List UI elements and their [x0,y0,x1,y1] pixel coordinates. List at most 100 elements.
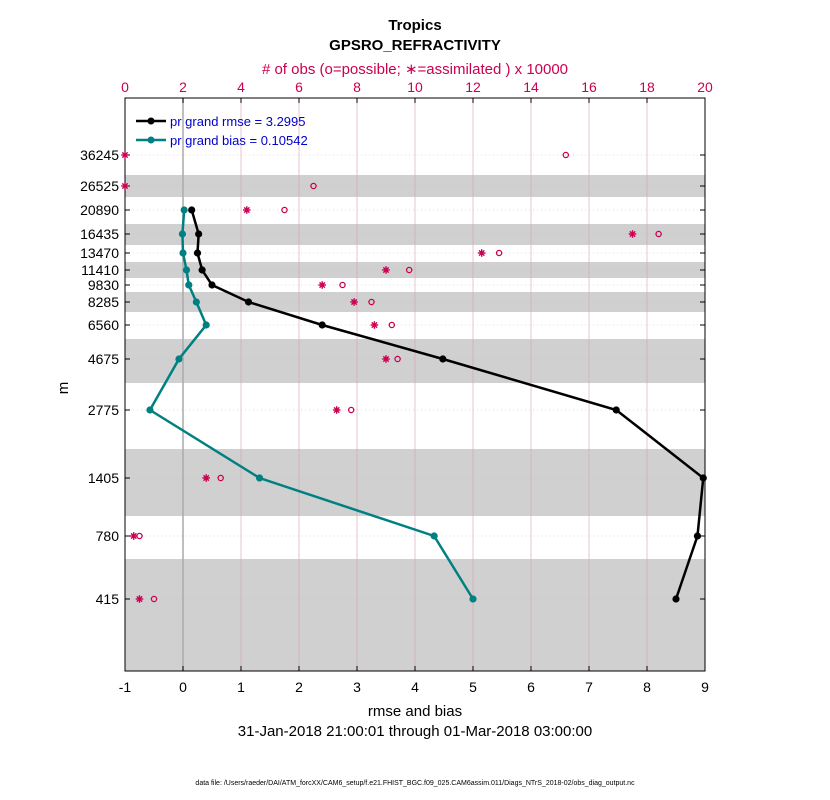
top-axis-label: # of obs (o=possible; ∗=assimilated ) x … [262,61,568,78]
chart-subtitle: GPSRO_REFRACTIVITY [329,37,501,54]
obs-assimilated-marker [121,182,129,190]
obs-possible-marker [347,406,355,414]
asterisk-stroke [121,151,129,159]
y-tick-label: 11410 [81,262,119,278]
asterisk-stroke [319,281,326,289]
y-tick-label: 6560 [88,317,119,333]
asterisk-stroke [382,266,390,274]
obs-possible-marker [368,298,375,306]
legend-rmse-label: pr grand rmse = 3.2995 [170,114,306,129]
bias-point [255,474,264,482]
asterisk-stroke [478,249,485,257]
chart-title: Tropics [388,17,441,34]
bias-point [178,230,187,238]
top-tick-label: 20 [697,79,713,95]
rmse-point [244,298,253,306]
y-tick-label: 9830 [88,277,119,293]
bias-point [185,281,193,289]
asterisk-stroke [333,406,340,414]
bias-point [182,266,191,274]
rmse-point [699,474,707,482]
obs-possible-marker [310,182,317,190]
rmse-point [672,595,680,603]
obs-possible-marker [150,595,158,603]
x-axis-label: rmse and bias [368,703,462,720]
obs-assimilated-marker [382,266,390,274]
top-tick-label: 0 [121,79,129,95]
obs-assimilated-marker [382,355,390,363]
bias-point [430,532,438,540]
x-tick-label: 8 [643,679,651,695]
date-range: 31-Jan-2018 21:00:01 through 01-Mar-2018… [238,723,592,740]
bias-point [469,595,477,603]
obs-assimilated-marker [628,230,637,238]
rmse-point [439,355,447,363]
rmse-point [612,406,620,414]
y-tick-label: 4675 [88,351,119,367]
obs-assimilated-marker [121,151,129,159]
x-tick-label: 5 [469,679,477,695]
bias-point [179,249,187,257]
data-file-footer: data file: /Users/raeder/DAI/ATM_forcXX/… [195,780,635,787]
series-lines [146,206,707,603]
y-tick-label: 1405 [88,470,119,486]
legend: pr grand rmse = 3.2995 pr grand bias = 0… [136,114,308,148]
obs-possible-marker [281,206,288,214]
obs-count-markers [121,151,662,603]
rmse-point [198,266,206,274]
asterisk-stroke [130,532,137,540]
x-tick-label: 9 [701,679,709,695]
y-tick-label: 16435 [80,226,119,242]
obs-assimilated-marker [243,206,251,214]
x-tick-label: 3 [353,679,361,695]
asterisk-stroke [371,321,378,329]
y-axis-label: m [55,382,72,395]
obs-possible-marker [217,474,224,482]
obs-assimilated-marker [350,298,358,306]
y-tick-label: 20890 [80,202,119,218]
asterisk-stroke [121,182,129,190]
y-tick-label: 13470 [80,245,119,261]
top-tick-label: 6 [295,79,303,95]
obs-assimilated-marker [332,406,341,414]
top-tick-label: 10 [407,79,423,95]
asterisk-stroke [243,206,250,214]
obs-possible-marker [394,355,401,363]
x-tick-label: 6 [527,679,535,695]
top-tick-label: 2 [179,79,187,95]
y-tick-label: 26525 [80,178,119,194]
legend-bias-label: pr grand bias = 0.10542 [170,133,308,148]
obs-possible-marker [339,281,346,289]
x-tick-label: 0 [179,679,187,695]
y-tick-label: 780 [96,528,120,544]
obs-assimilated-marker [135,595,144,603]
bias-point [180,206,188,214]
rmse-point [193,249,202,257]
bias-point [146,406,154,414]
top-tick-label: 4 [237,79,245,95]
asterisk-stroke [203,474,210,482]
top-tick-label: 12 [465,79,481,95]
bias-point [202,321,210,329]
obs-assimilated-marker [477,249,486,257]
obs-possible-marker [388,321,396,329]
y-tick-label: 415 [96,591,120,607]
top-tick-label: 8 [353,79,361,95]
legend-rmse-marker [147,117,155,125]
rmse-point [318,321,326,329]
bottom-axis-ticks: -1 0 1 2 3 4 5 6 7 8 9 [119,666,709,695]
rmse-point [188,206,196,214]
x-tick-label: -1 [119,679,132,695]
obs-assimilated-marker [370,321,379,329]
legend-bias-marker [147,136,155,144]
top-tick-label: 16 [581,79,597,95]
obs-possible-marker [562,151,570,159]
obs-possible-marker [495,249,503,257]
y-tick-label: 36245 [80,147,119,163]
rmse-point [195,230,203,238]
obs-possible-marker [405,266,413,274]
x-tick-label: 2 [295,679,303,695]
top-tick-label: 14 [523,79,539,95]
